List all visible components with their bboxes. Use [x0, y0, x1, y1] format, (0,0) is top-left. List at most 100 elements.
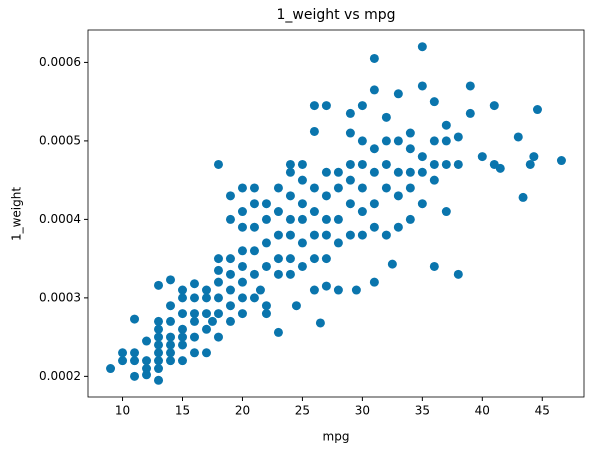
point — [309, 101, 319, 111]
point — [225, 191, 235, 201]
x-axis-label: mpg — [323, 430, 350, 444]
point — [225, 301, 235, 311]
point — [357, 159, 367, 169]
point — [154, 364, 164, 374]
point — [177, 332, 187, 342]
point — [309, 183, 319, 193]
x-tick-label: 35 — [415, 404, 430, 418]
point — [405, 214, 415, 224]
point — [297, 214, 307, 224]
chart-title: 1_weight vs mpg — [277, 7, 396, 23]
point — [393, 89, 403, 99]
point — [309, 254, 319, 264]
point — [225, 254, 235, 264]
point — [273, 269, 283, 279]
point — [417, 199, 427, 209]
point — [285, 269, 295, 279]
point — [453, 269, 463, 279]
point — [381, 136, 391, 146]
point — [405, 128, 415, 138]
point — [177, 285, 187, 295]
point — [189, 309, 199, 319]
point — [285, 230, 295, 240]
point — [309, 285, 319, 295]
point — [142, 336, 152, 346]
point — [556, 156, 566, 166]
point — [177, 356, 187, 366]
point — [333, 238, 343, 248]
point — [405, 167, 415, 177]
point — [297, 175, 307, 185]
point — [189, 293, 199, 303]
point — [201, 309, 211, 319]
x-tick-label: 30 — [355, 404, 370, 418]
point — [369, 85, 379, 95]
point — [333, 167, 343, 177]
point — [118, 348, 128, 358]
x-tick-label: 20 — [235, 404, 250, 418]
point — [429, 159, 439, 169]
y-tick-label: 0.0002 — [39, 369, 81, 383]
point — [130, 348, 140, 358]
point — [285, 254, 295, 264]
point — [351, 285, 361, 295]
point — [518, 192, 528, 202]
point — [417, 152, 427, 162]
point — [357, 207, 367, 217]
point — [225, 214, 235, 224]
point — [261, 301, 271, 311]
point — [309, 207, 319, 217]
point — [321, 101, 331, 111]
point — [154, 332, 164, 342]
point — [273, 230, 283, 240]
point — [154, 280, 164, 290]
point — [166, 356, 176, 366]
point — [453, 132, 463, 142]
point — [177, 293, 187, 303]
point — [297, 261, 307, 271]
point — [273, 254, 283, 264]
point — [465, 81, 475, 91]
point — [255, 285, 265, 295]
point — [166, 316, 176, 326]
point — [393, 136, 403, 146]
point — [154, 324, 164, 334]
point — [213, 159, 223, 169]
y-tick-label: 0.0004 — [39, 212, 81, 226]
point — [249, 246, 259, 256]
point — [189, 332, 199, 342]
point — [130, 314, 140, 324]
point — [261, 214, 271, 224]
point — [237, 222, 247, 232]
point — [225, 285, 235, 295]
point — [387, 259, 397, 269]
point — [213, 254, 223, 264]
point — [237, 207, 247, 217]
x-tick-label: 40 — [475, 404, 490, 418]
point — [273, 327, 283, 337]
point — [321, 281, 331, 291]
y-tick-label: 0.0006 — [39, 55, 81, 69]
point — [285, 167, 295, 177]
point — [154, 340, 164, 350]
point — [273, 207, 283, 217]
point — [142, 356, 152, 366]
point — [201, 348, 211, 358]
point — [321, 191, 331, 201]
point — [465, 108, 475, 118]
point — [213, 265, 223, 275]
point — [532, 105, 542, 115]
point — [201, 324, 211, 334]
point — [441, 136, 451, 146]
point — [261, 199, 271, 209]
point — [529, 152, 539, 162]
point — [369, 277, 379, 287]
point — [321, 167, 331, 177]
point — [207, 316, 217, 326]
point — [417, 42, 427, 52]
point — [177, 324, 187, 334]
point — [177, 309, 187, 319]
point — [345, 199, 355, 209]
point — [453, 159, 463, 169]
point — [166, 340, 176, 350]
